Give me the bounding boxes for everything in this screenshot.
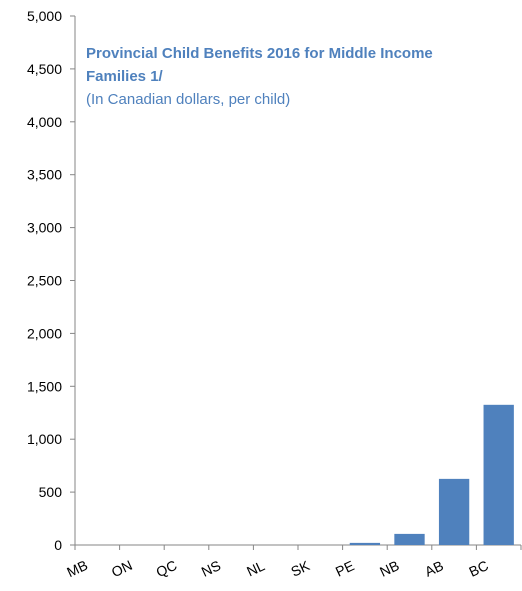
y-tick-label: 4,000 <box>27 114 62 130</box>
y-tick-label: 3,000 <box>27 220 62 236</box>
x-tick-label: NS <box>199 557 223 580</box>
y-tick-label: 1,000 <box>27 431 62 447</box>
x-tick-label: NL <box>244 557 267 579</box>
x-tick-label: BC <box>466 557 490 580</box>
chart-title-line-2: Families 1/ <box>86 68 164 85</box>
x-tick-label: MB <box>64 557 90 580</box>
bar-bc <box>483 404 514 545</box>
bar-ab <box>438 478 470 545</box>
bar-pe <box>349 542 381 545</box>
y-tick-label: 1,500 <box>27 378 62 394</box>
y-tick-label: 2,000 <box>27 325 62 341</box>
bar-nb <box>394 533 425 545</box>
chart-title-line-1: Provincial Child Benefits 2016 for Middl… <box>86 45 433 62</box>
y-tick-label: 5,000 <box>27 8 62 24</box>
chart-title-block: Provincial Child Benefits 2016 for Middl… <box>86 45 433 108</box>
x-tick-label: AB <box>422 557 446 579</box>
y-tick-label: 4,500 <box>27 61 62 77</box>
x-tick-label: PE <box>333 557 357 579</box>
y-tick-label: 2,500 <box>27 273 62 289</box>
y-tick-label: 0 <box>54 537 62 553</box>
y-tick-label: 3,500 <box>27 167 62 183</box>
x-tick-label: NB <box>377 557 401 580</box>
y-tick-label: 500 <box>39 484 63 500</box>
x-tick-label: ON <box>109 557 135 580</box>
x-tick-label: QC <box>153 557 179 580</box>
chart-subtitle: (In Canadian dollars, per child) <box>86 91 290 108</box>
axis-labels: 0 500 1,000 1,500 2,000 2,500 3,000 3,500 4,000 4… <box>27 8 491 580</box>
bars <box>349 404 514 545</box>
x-tick-label: SK <box>288 557 312 580</box>
